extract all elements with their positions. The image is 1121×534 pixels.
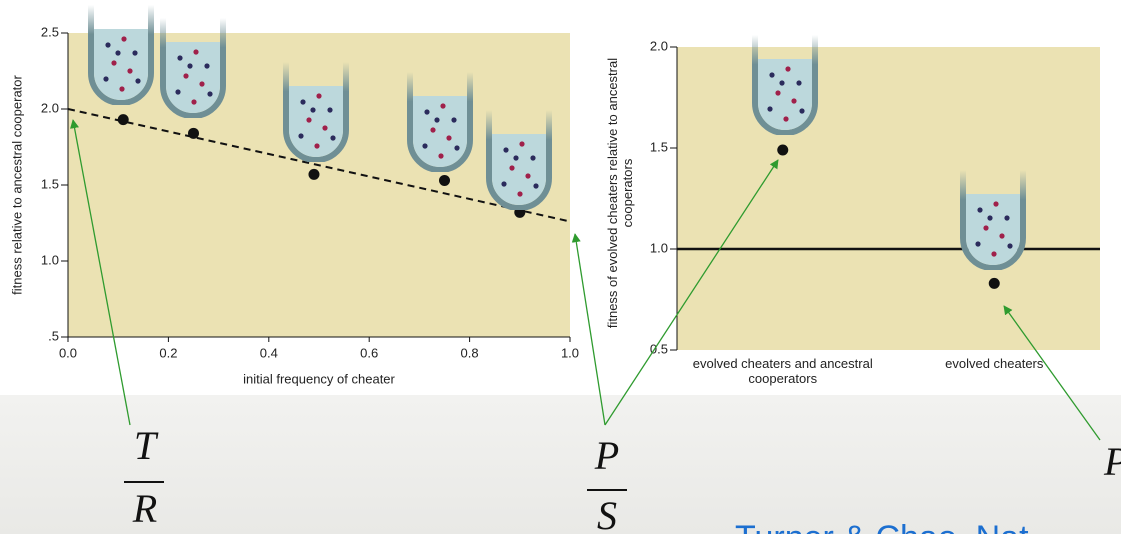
data-point: [989, 278, 1000, 289]
y-axis-label: fitness relative to ancestral cooperator: [9, 74, 24, 294]
citation: Turner & Chao, Nat: [735, 519, 1029, 534]
x-tick-label: 0.0: [59, 345, 77, 360]
data-point: [439, 175, 450, 186]
y-tick-label: 2.5: [41, 24, 59, 39]
y-tick-label: 2.0: [41, 100, 59, 115]
plot-background: [677, 47, 1100, 350]
y-tick-label: 2.0: [650, 38, 668, 53]
fraction-denominator: R: [132, 486, 157, 531]
page: {"chart_data":[ {"type":"scatter","xlabe…: [0, 0, 1121, 534]
x-axis-label: initial frequency of cheater: [243, 371, 395, 386]
x-tick-label: 0.8: [461, 345, 479, 360]
y-tick-label: .5: [48, 328, 59, 343]
y-tick-label: 1.5: [650, 139, 668, 154]
y-tick-label: 0.5: [650, 341, 668, 356]
fraction-numerator: T: [134, 423, 159, 468]
x-tick-label: evolved cheaters and ancestral cooperato…: [688, 356, 878, 386]
fraction-numerator: P: [594, 433, 619, 478]
lower-background: [0, 395, 1121, 534]
x-tick-label: 0.4: [260, 345, 278, 360]
y-tick-label: 1.5: [41, 176, 59, 191]
x-tick-label: 0.2: [159, 345, 177, 360]
y-tick-label: 1.0: [650, 240, 668, 255]
partial-fraction: P: [1103, 439, 1121, 484]
data-point: [777, 145, 788, 156]
data-point: [118, 114, 129, 125]
y-axis-label: fitness of evolved cheaters relative to …: [605, 43, 635, 343]
x-tick-label: 1.0: [561, 345, 579, 360]
x-tick-label: evolved cheaters: [899, 356, 1089, 371]
y-tick-label: 1.0: [41, 252, 59, 267]
slide: .5 1.0 1.5 2.0 2.5 0.0 0.2 0.4 0.6 0.8 1.0 initial …: [0, 0, 1121, 534]
data-point: [308, 169, 319, 180]
fraction-denominator: S: [597, 493, 617, 534]
x-tick-label: 0.6: [360, 345, 378, 360]
data-point: [188, 128, 199, 139]
